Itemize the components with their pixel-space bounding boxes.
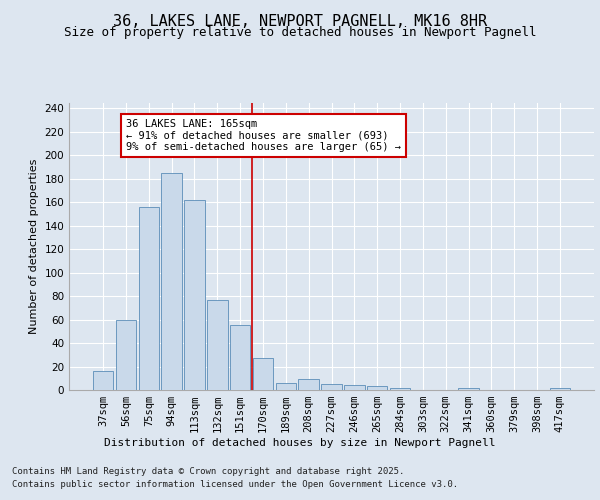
Bar: [390, 388, 410, 390]
Bar: [93, 371, 113, 390]
Text: Distribution of detached houses by size in Newport Pagnell: Distribution of detached houses by size …: [104, 438, 496, 448]
Bar: [458, 388, 479, 390]
Text: Contains HM Land Registry data © Crown copyright and database right 2025.: Contains HM Land Registry data © Crown c…: [12, 467, 404, 476]
Y-axis label: Number of detached properties: Number of detached properties: [29, 158, 39, 334]
Bar: [184, 200, 205, 390]
Text: Size of property relative to detached houses in Newport Pagnell: Size of property relative to detached ho…: [64, 26, 536, 39]
Text: Contains public sector information licensed under the Open Government Licence v3: Contains public sector information licen…: [12, 480, 458, 489]
Bar: [344, 386, 365, 390]
Bar: [367, 386, 388, 390]
Bar: [139, 207, 159, 390]
Text: 36 LAKES LANE: 165sqm
← 91% of detached houses are smaller (693)
9% of semi-deta: 36 LAKES LANE: 165sqm ← 91% of detached …: [126, 119, 401, 152]
Bar: [298, 380, 319, 390]
Bar: [550, 388, 570, 390]
Bar: [116, 320, 136, 390]
Text: 36, LAKES LANE, NEWPORT PAGNELL, MK16 8HR: 36, LAKES LANE, NEWPORT PAGNELL, MK16 8H…: [113, 14, 487, 29]
Bar: [161, 173, 182, 390]
Bar: [253, 358, 273, 390]
Bar: [207, 300, 227, 390]
Bar: [321, 384, 342, 390]
Bar: [275, 383, 296, 390]
Bar: [230, 326, 250, 390]
